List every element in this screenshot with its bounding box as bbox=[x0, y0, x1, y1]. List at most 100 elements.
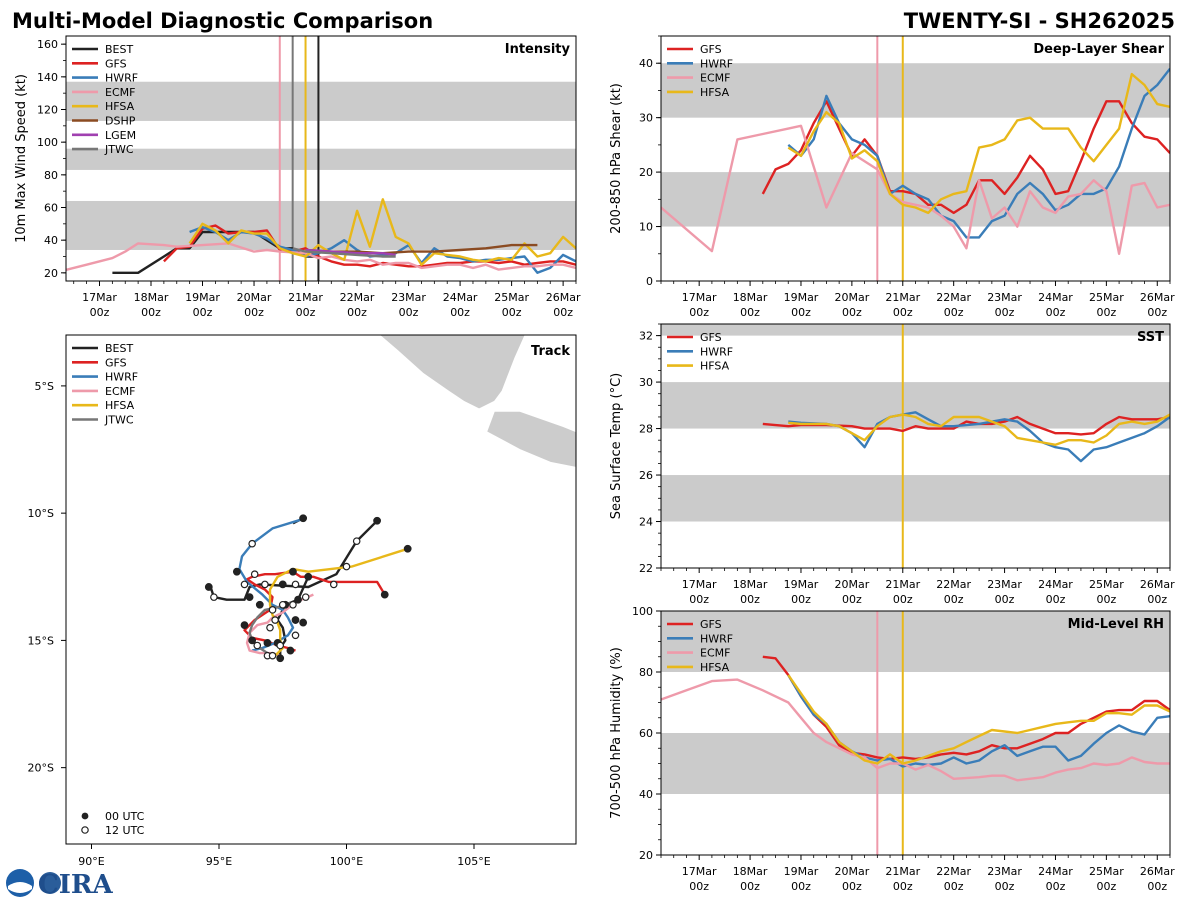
shear-legend-label-ecmf: ECMF bbox=[700, 72, 730, 85]
shear-xtick-date: 26Mar bbox=[1140, 291, 1175, 304]
track-marker-00utc bbox=[245, 593, 254, 602]
shear-title: Deep-Layer Shear bbox=[1033, 42, 1164, 57]
sst-axes-frame bbox=[660, 323, 1171, 569]
shear-xtick-date: 20Mar bbox=[834, 291, 869, 304]
track-marker-12utc bbox=[291, 580, 300, 589]
legend-marker-12utc-icon bbox=[81, 826, 89, 834]
track-marker-12utc bbox=[268, 651, 277, 660]
sst-series-hfsa bbox=[788, 413, 1170, 446]
intensity-band-1 bbox=[66, 148, 576, 170]
rh-ytick-label: 80 bbox=[639, 666, 653, 679]
land-polygon-0 bbox=[378, 335, 526, 410]
shear-xtick-hour: 00z bbox=[689, 306, 709, 319]
track-marker-12utc bbox=[210, 593, 218, 601]
track-marker-12utc bbox=[271, 616, 279, 624]
intensity-series-lgem bbox=[305, 248, 396, 257]
intensity-xtick-hour: 00z bbox=[450, 306, 470, 319]
track-legend-label-jtwc: JTWC bbox=[104, 414, 134, 427]
sst-ytick-label: 22 bbox=[639, 562, 653, 575]
sst-xtick-hour: 00z bbox=[1096, 593, 1116, 606]
track-panel: 90°E 95°E 100°E 105°E 5°S 10°S 15°S 20°S Track BE… bbox=[28, 334, 577, 868]
intensity-ylabel: 10m Max Wind Speed (kt) bbox=[14, 74, 29, 243]
intensity-ytick-label: 80 bbox=[44, 169, 58, 182]
rh-xtick-hour: 00z bbox=[740, 880, 760, 893]
intensity-xtick-date: 18Mar bbox=[134, 291, 169, 304]
rh-legend-label-ecmf: ECMF bbox=[700, 647, 730, 660]
track-xtick-label: 95°E bbox=[206, 855, 232, 868]
shear-series-ecmf bbox=[661, 124, 1170, 256]
track-marker-12utc bbox=[291, 631, 300, 640]
shear-series-gfs bbox=[761, 100, 1170, 215]
intensity-ytick-label: 100 bbox=[37, 136, 58, 149]
sst-xtick-date: 24Mar bbox=[1038, 578, 1073, 591]
intensity-xtick-hour: 00z bbox=[296, 306, 316, 319]
rh-ytick-label: 100 bbox=[632, 605, 653, 618]
rh-xtick-hour: 00z bbox=[689, 880, 709, 893]
track-marker-12utc bbox=[276, 641, 285, 650]
rh-xtick-date: 17Mar bbox=[682, 865, 717, 878]
track-legend-label-hwrf: HWRF bbox=[105, 371, 138, 384]
intensity-xtick-date: 24Mar bbox=[443, 291, 478, 304]
sst-xtick-date: 19Mar bbox=[784, 578, 819, 591]
rh-legend-label-hfsa: HFSA bbox=[700, 661, 730, 674]
shear-ylabel: 200-850 hPa Shear (kt) bbox=[609, 83, 624, 234]
intensity-series-ecmf bbox=[66, 242, 576, 272]
track-marker-00utc bbox=[240, 621, 249, 630]
rh-xtick-hour: 00z bbox=[893, 880, 913, 893]
intensity-xtick-date: 26Mar bbox=[546, 291, 581, 304]
track-marker-12utc bbox=[250, 570, 259, 579]
rh-xtick-hour: 00z bbox=[791, 880, 811, 893]
track-marker-12utc bbox=[278, 600, 287, 609]
sst-xtick-date: 21Mar bbox=[885, 578, 920, 591]
shear-ytick-label: 30 bbox=[639, 112, 653, 125]
intensity-xtick-hour: 00z bbox=[399, 306, 419, 319]
intensity-series-hfsa bbox=[188, 198, 576, 266]
rh-xtick-date: 19Mar bbox=[784, 865, 819, 878]
sst-ytick-label: 30 bbox=[639, 376, 653, 389]
shear-xtick-hour: 00z bbox=[791, 306, 811, 319]
shear-series-hfsa bbox=[787, 72, 1170, 215]
sst-xtick-hour: 00z bbox=[1147, 593, 1167, 606]
rh-xtick-hour: 00z bbox=[1096, 880, 1116, 893]
sst-xtick-hour: 00z bbox=[689, 593, 709, 606]
track-axes-frame bbox=[65, 334, 577, 845]
rh-panel: 20 40 60 80 100 17Mar 00z 18Mar 00z 19Mar 00z 20Mar… bbox=[609, 605, 1175, 893]
intensity-xtick-date: 17Mar bbox=[82, 291, 117, 304]
rh-xtick-date: 26Mar bbox=[1140, 865, 1175, 878]
rh-xtick-date: 22Mar bbox=[936, 865, 971, 878]
track-marker-00utc bbox=[289, 567, 297, 576]
sst-band-0 bbox=[661, 475, 1170, 522]
rh-xtick-hour: 00z bbox=[995, 880, 1015, 893]
shear-xtick-date: 21Mar bbox=[885, 291, 920, 304]
intensity-xtick-hour: 00z bbox=[244, 306, 264, 319]
track-marker-12utc bbox=[342, 562, 351, 571]
storm-id-title: TWENTY-SI - SH262025 bbox=[904, 9, 1175, 33]
shear-xtick-hour: 00z bbox=[740, 306, 760, 319]
track-xtick-label: 105°E bbox=[457, 855, 490, 868]
rh-ytick-label: 20 bbox=[639, 849, 653, 862]
sst-xtick-hour: 00z bbox=[791, 593, 811, 606]
intensity-legend-label-gfs: GFS bbox=[105, 57, 127, 70]
intensity-band-2 bbox=[66, 81, 576, 121]
shear-band-1 bbox=[661, 63, 1170, 118]
intensity-ytick-label: 40 bbox=[44, 234, 58, 247]
shear-xtick-date: 22Mar bbox=[936, 291, 971, 304]
shear-xtick-hour: 00z bbox=[842, 306, 862, 319]
track-title: Track bbox=[531, 344, 570, 359]
intensity-xtick-hour: 00z bbox=[347, 306, 367, 319]
intensity-legend-label-hwrf: HWRF bbox=[105, 72, 138, 85]
intensity-ytick-label: 120 bbox=[37, 104, 58, 117]
rh-xtick-hour: 00z bbox=[944, 880, 964, 893]
intensity-ytick-label: 140 bbox=[37, 71, 58, 84]
track-marker-12utc bbox=[261, 580, 269, 589]
track-marker-00utc bbox=[304, 572, 313, 581]
sst-xtick-date: 18Mar bbox=[733, 578, 768, 591]
intensity-xtick-date: 21Mar bbox=[288, 291, 323, 304]
rh-ytick-label: 40 bbox=[639, 788, 653, 801]
sst-xtick-date: 23Mar bbox=[987, 578, 1022, 591]
intensity-xtick-date: 22Mar bbox=[340, 291, 375, 304]
sst-xtick-hour: 00z bbox=[995, 593, 1015, 606]
track-xtick-label: 90°E bbox=[78, 855, 104, 868]
sst-ylabel: Sea Surface Temp (°C) bbox=[609, 373, 624, 520]
track-legend-label-ecmf: ECMF bbox=[105, 385, 135, 398]
